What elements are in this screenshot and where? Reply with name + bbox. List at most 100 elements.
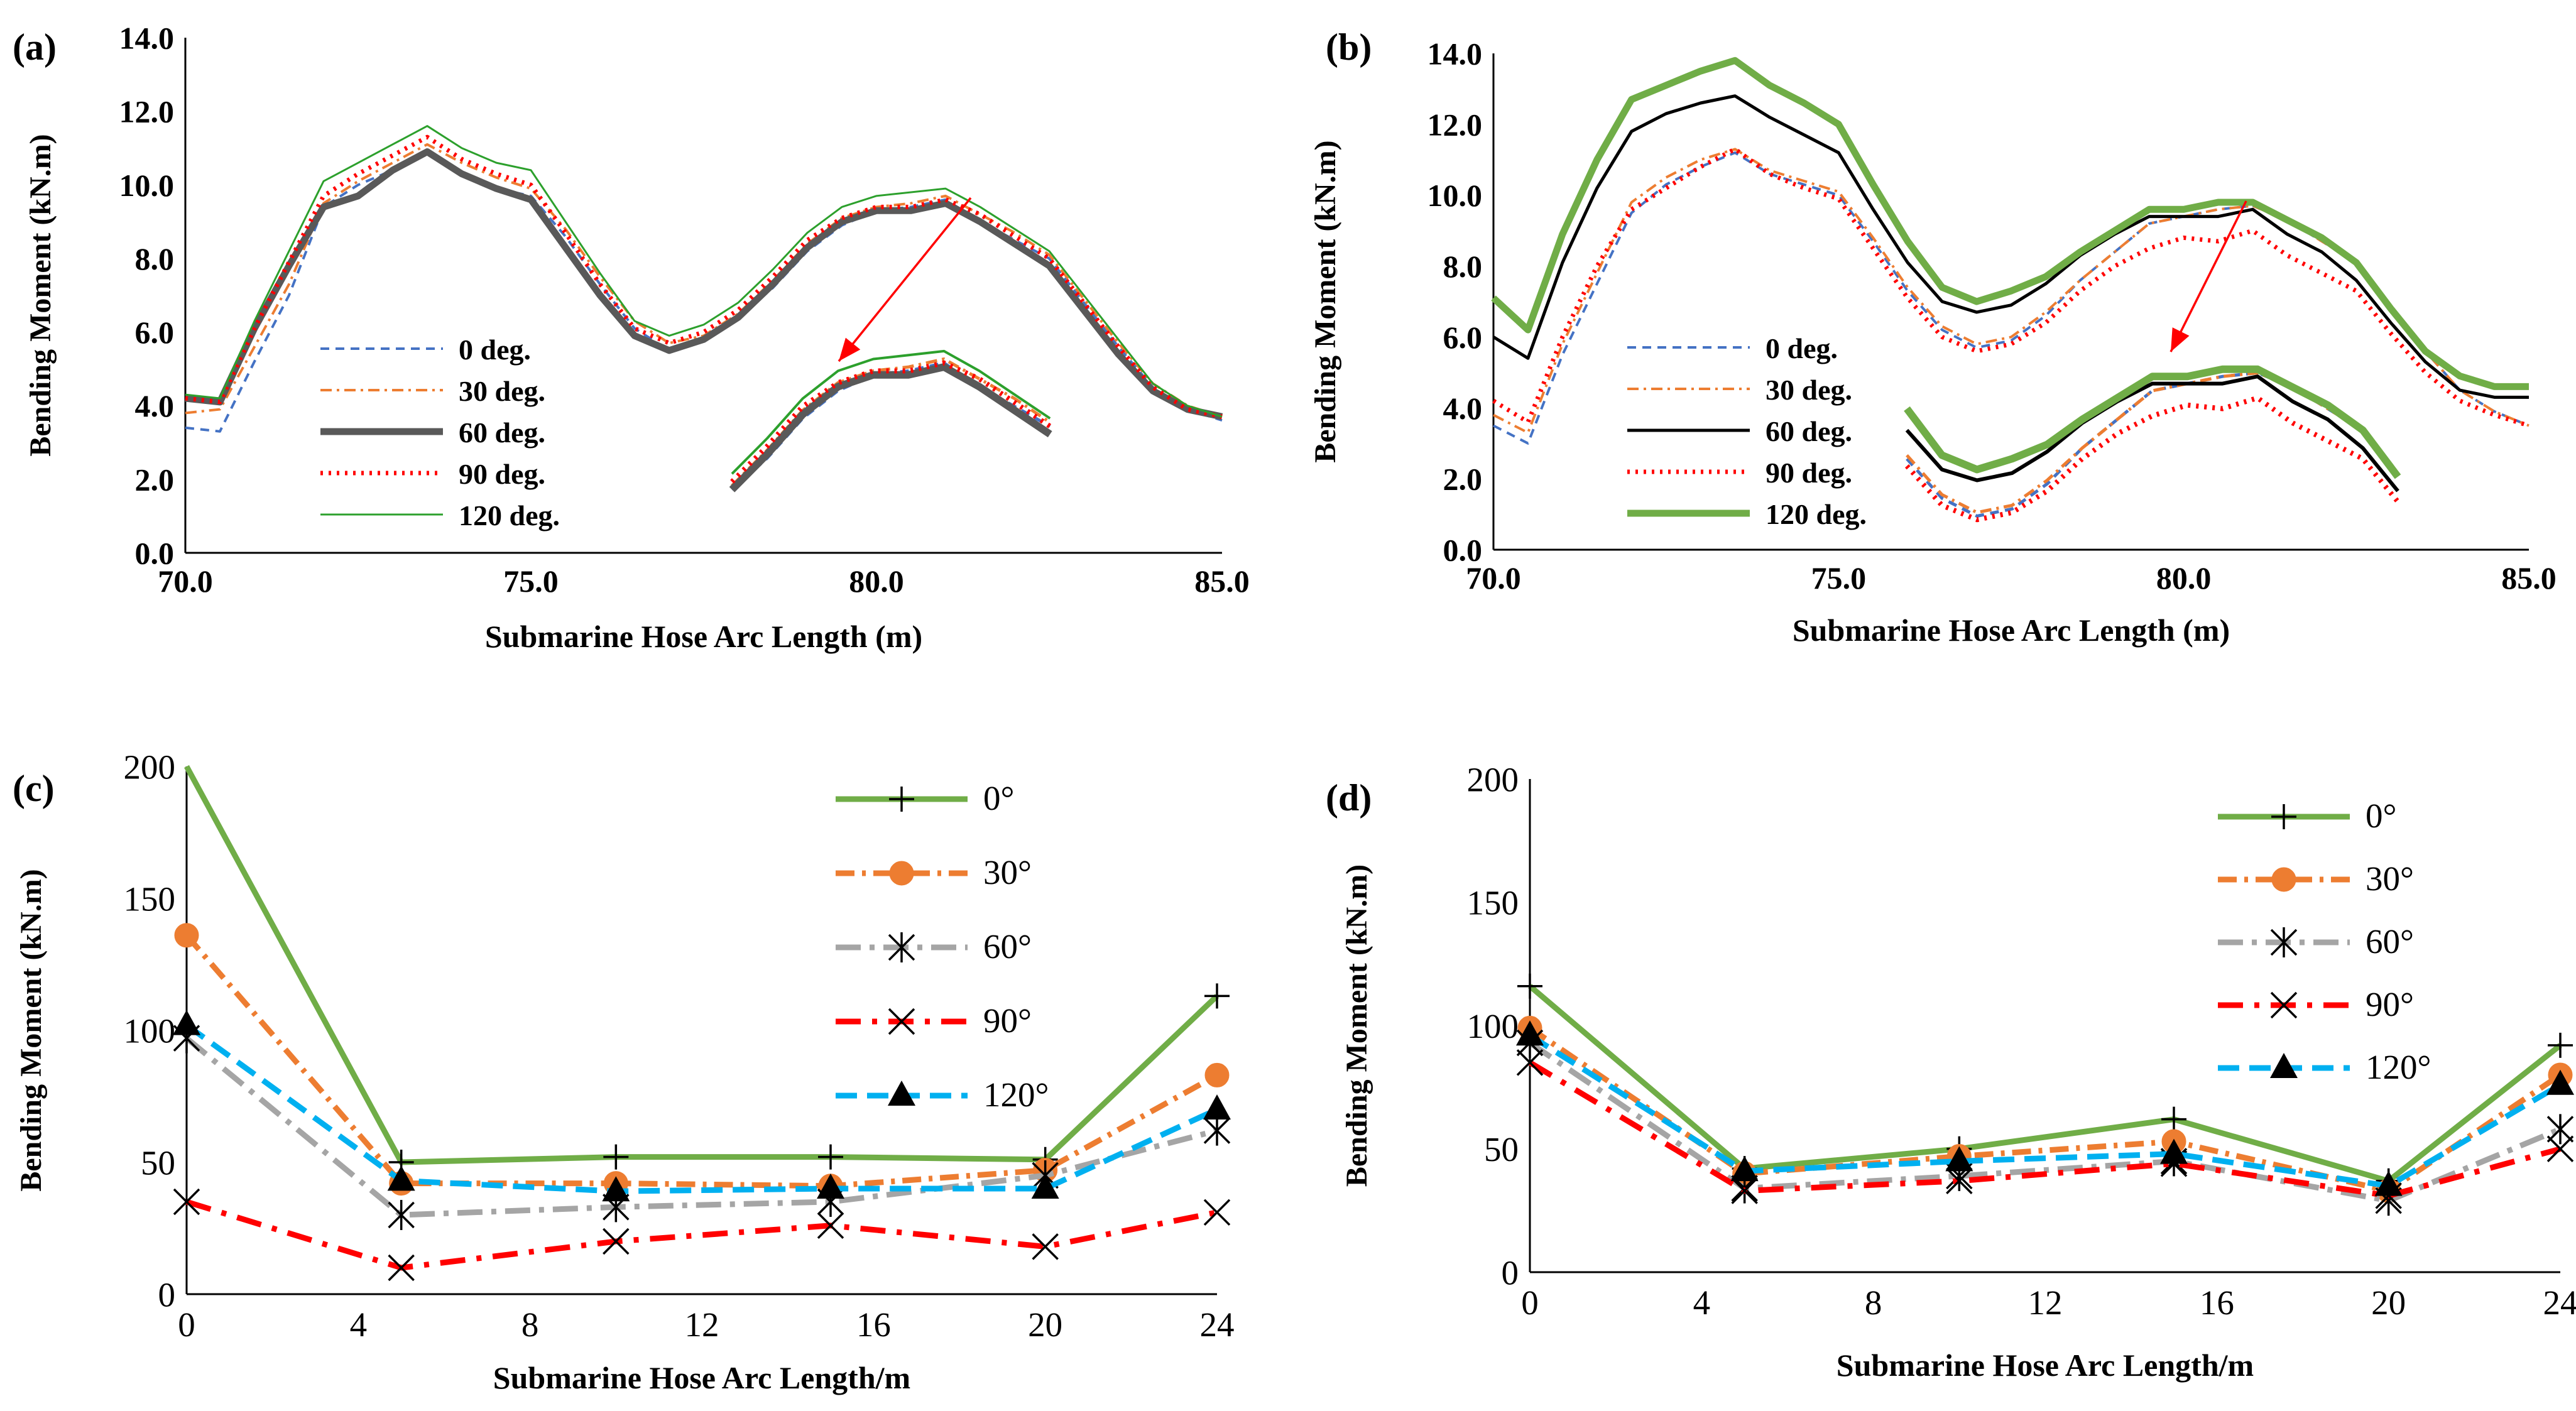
data-point-marker (173, 1188, 200, 1216)
series-line-2 (185, 148, 1223, 420)
inset-series-line-4 (1904, 365, 2401, 479)
data-point-marker (2374, 1170, 2403, 1196)
legend-marker (888, 932, 915, 962)
y-tick-label: 4.0 (1443, 391, 1483, 426)
data-point-marker (1031, 1174, 1059, 1199)
legend-label: 0° (2366, 797, 2397, 835)
legend-label: 90° (2366, 985, 2414, 1023)
series-line-1 (184, 933, 1219, 1189)
legend-label: 120 deg. (1766, 498, 1867, 530)
x-tick-label: 20 (1028, 1305, 1062, 1344)
zoom-arrow (2169, 200, 2247, 352)
x-axis-label: Submarine Hose Arc Length (m) (485, 619, 922, 654)
inset-series-line-2 (1905, 374, 2399, 493)
y-tick-label: 2.0 (1443, 462, 1483, 497)
y-axis-label: Bending Moment (kN.m) (1340, 864, 1373, 1187)
data-point-marker (2546, 1135, 2574, 1162)
data-point-marker (1516, 1020, 1544, 1046)
x-tick-label: 8 (521, 1305, 539, 1344)
data-point-marker (2160, 1138, 2188, 1164)
data-point-marker (1517, 973, 1542, 999)
legend-label: 120 deg. (459, 499, 560, 531)
data-point-marker (1204, 1062, 1230, 1087)
legend-marker (2271, 867, 2296, 892)
panel-label: (b) (1326, 26, 1372, 68)
y-tick-label: 2.0 (135, 462, 175, 497)
y-tick-label: 6.0 (135, 315, 175, 350)
y-tick-label: 10.0 (119, 168, 175, 203)
series-line-4 (1491, 57, 2529, 390)
x-axis-label: Submarine Hose Arc Length/m (493, 1360, 910, 1395)
inset-series-line-4 (731, 349, 1051, 475)
x-axis-label: Submarine Hose Arc Length (m) (1793, 613, 2230, 648)
y-tick-label: 10.0 (1427, 178, 1483, 213)
series-line-0 (184, 765, 1220, 1165)
data-point-marker (387, 1165, 415, 1191)
series-line-1 (1528, 1025, 2562, 1194)
legend-label: 0 deg. (1766, 332, 1838, 364)
legend-marker (2270, 991, 2298, 1019)
x-tick-label: 16 (2200, 1283, 2234, 1322)
data-point-marker (2546, 1069, 2574, 1095)
y-tick-label: 0.0 (1443, 533, 1483, 568)
inset-series-line-1 (1906, 371, 2399, 515)
x-tick-label: 75.0 (503, 564, 559, 599)
x-tick-label: 85.0 (2501, 560, 2557, 596)
data-point-marker (2161, 1106, 2186, 1132)
legend-label: 30° (2366, 859, 2414, 898)
legend-label: 60° (983, 927, 1032, 966)
inset-series-line-3 (1905, 395, 2400, 523)
legend-marker (889, 787, 914, 812)
data-point-marker (817, 1174, 844, 1199)
y-tick-label: 14.0 (119, 21, 175, 56)
legend-label: 30° (983, 853, 1032, 891)
data-point-marker (603, 1228, 630, 1255)
x-tick-label: 24 (2543, 1283, 2576, 1322)
series-line-4 (185, 1022, 1218, 1194)
data-point-marker (2546, 1114, 2574, 1145)
data-point-marker (817, 1212, 844, 1239)
data-point-marker (1203, 1199, 1231, 1226)
y-tick-label: 6.0 (1443, 320, 1483, 355)
legend-label: 60 deg. (459, 417, 545, 449)
x-tick-label: 16 (856, 1305, 891, 1344)
inset-series-line-0 (1906, 371, 2399, 518)
legend-label: 30 deg. (1766, 374, 1852, 406)
legend-marker (888, 1081, 915, 1106)
panel-label: (c) (13, 768, 55, 809)
legend-marker (2270, 1053, 2298, 1078)
data-point-marker (388, 1254, 415, 1282)
series-line-4 (1528, 1033, 2562, 1189)
inset-series-line-2 (729, 363, 1052, 493)
y-tick-label: 14.0 (1427, 36, 1483, 72)
data-point-marker (1516, 1049, 1544, 1076)
data-point-marker (173, 1010, 200, 1035)
legend-label: 90 deg. (1766, 457, 1852, 489)
series-line-4 (185, 125, 1223, 418)
x-tick-label: 4 (350, 1305, 368, 1344)
series-line-1 (1493, 148, 2530, 434)
data-point-marker (174, 923, 199, 948)
y-tick-label: 50 (1484, 1130, 1519, 1169)
zoom-arrow-head (2171, 327, 2190, 352)
x-tick-label: 80.0 (849, 564, 904, 599)
panel-label: (d) (1326, 777, 1372, 819)
y-tick-label: 100 (124, 1011, 176, 1050)
y-tick-label: 200 (124, 748, 176, 786)
data-point-marker (1730, 1156, 1759, 1182)
inset-series-line-0 (731, 361, 1051, 491)
legend-label: 0 deg. (459, 334, 531, 366)
y-tick-label: 0 (158, 1275, 176, 1314)
chart-panel-b: 70.0 75.0 80.0 85.0 0.0 2.0 4.0 6.0 8.0 10.0 12.0 1… (1309, 26, 2557, 648)
legend-label: 90 deg. (459, 458, 545, 490)
data-point-marker (1203, 1094, 1231, 1120)
x-tick-label: 8 (1865, 1283, 1882, 1322)
data-point-marker (1032, 1233, 1059, 1260)
legend-marker (2270, 927, 2298, 957)
y-axis-label: Bending Moment (kN.m) (1309, 140, 1342, 462)
y-tick-label: 100 (1467, 1007, 1519, 1045)
y-tick-label: 8.0 (1443, 249, 1483, 284)
x-tick-label: 70.0 (158, 564, 213, 599)
y-tick-label: 200 (1467, 760, 1519, 798)
